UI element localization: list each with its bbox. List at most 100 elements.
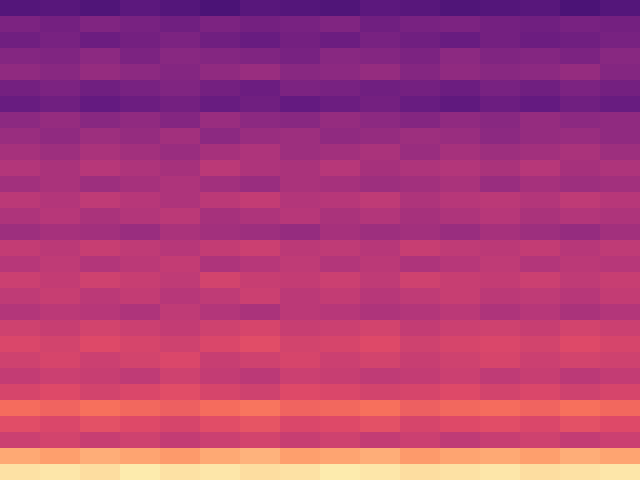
heatmap-cell — [520, 464, 561, 480]
heatmap-cell — [280, 80, 321, 97]
heatmap-cell — [360, 352, 401, 369]
heatmap-cell — [40, 96, 81, 113]
heatmap-cell — [400, 96, 441, 113]
heatmap-cell — [160, 368, 201, 385]
heatmap-cell — [280, 112, 321, 129]
heatmap-cell — [480, 0, 521, 17]
heatmap-cell — [360, 400, 401, 417]
heatmap-cell — [80, 352, 121, 369]
heatmap-cell — [280, 144, 321, 161]
heatmap-cell — [40, 464, 81, 480]
heatmap-cell — [600, 112, 640, 129]
heatmap-cell — [400, 224, 441, 241]
heatmap-cell — [240, 400, 281, 417]
heatmap-cell — [560, 256, 601, 273]
heatmap-cell — [0, 64, 41, 81]
heatmap-cell — [240, 352, 281, 369]
heatmap-cell — [440, 64, 481, 81]
heatmap-cell — [600, 0, 640, 17]
heatmap-cell — [240, 176, 281, 193]
heatmap-cell — [80, 208, 121, 225]
heatmap-cell — [600, 208, 640, 225]
heatmap-cell — [40, 128, 81, 145]
heatmap-cell — [120, 176, 161, 193]
heatmap-cell — [360, 448, 401, 465]
heatmap-cell — [360, 256, 401, 273]
heatmap-cell — [360, 240, 401, 257]
heatmap-cell — [80, 432, 121, 449]
heatmap-cell — [360, 32, 401, 49]
heatmap-cell — [520, 48, 561, 65]
heatmap-cell — [360, 48, 401, 65]
heatmap-cell — [440, 96, 481, 113]
heatmap-cell — [120, 240, 161, 257]
heatmap-cell — [560, 432, 601, 449]
heatmap-cell — [600, 464, 640, 480]
heatmap-cell — [200, 80, 241, 97]
heatmap-cell — [520, 64, 561, 81]
heatmap-cell — [600, 64, 640, 81]
heatmap-cell — [520, 112, 561, 129]
heatmap-cell — [40, 304, 81, 321]
heatmap-cell — [320, 96, 361, 113]
heatmap-chart — [0, 0, 640, 480]
heatmap-cell — [520, 320, 561, 337]
heatmap-cell — [0, 240, 41, 257]
heatmap-cell — [440, 448, 481, 465]
heatmap-cell — [0, 448, 41, 465]
heatmap-cell — [320, 208, 361, 225]
heatmap-cell — [440, 144, 481, 161]
heatmap-cell — [480, 224, 521, 241]
heatmap-cell — [320, 240, 361, 257]
heatmap-cell — [560, 112, 601, 129]
heatmap-cell — [280, 64, 321, 81]
heatmap-cell — [400, 448, 441, 465]
heatmap-cell — [160, 272, 201, 289]
heatmap-cell — [600, 320, 640, 337]
heatmap-cell — [40, 336, 81, 353]
heatmap-cell — [200, 96, 241, 113]
heatmap-cell — [520, 432, 561, 449]
heatmap-cell — [40, 32, 81, 49]
heatmap-cell — [400, 336, 441, 353]
heatmap-cell — [240, 208, 281, 225]
heatmap-cell — [400, 432, 441, 449]
heatmap-cell — [600, 32, 640, 49]
heatmap-cell — [520, 336, 561, 353]
heatmap-cell — [120, 304, 161, 321]
heatmap-cell — [360, 144, 401, 161]
heatmap-cell — [200, 32, 241, 49]
heatmap-cell — [360, 160, 401, 177]
heatmap-cell — [560, 352, 601, 369]
heatmap-cell — [520, 368, 561, 385]
heatmap-cell — [200, 16, 241, 33]
heatmap-cell — [240, 0, 281, 17]
heatmap-cell — [0, 400, 41, 417]
heatmap-cell — [40, 448, 81, 465]
heatmap-cell — [440, 256, 481, 273]
heatmap-cell — [40, 352, 81, 369]
heatmap-cell — [80, 80, 121, 97]
heatmap-cell — [80, 224, 121, 241]
heatmap-cell — [200, 208, 241, 225]
heatmap-cell — [80, 144, 121, 161]
heatmap-cell — [80, 288, 121, 305]
heatmap-cell — [200, 0, 241, 17]
heatmap-cell — [200, 352, 241, 369]
heatmap-cell — [520, 208, 561, 225]
heatmap-cell — [240, 192, 281, 209]
heatmap-cell — [40, 160, 81, 177]
heatmap-cell — [400, 256, 441, 273]
heatmap-cell — [440, 80, 481, 97]
heatmap-cell — [320, 224, 361, 241]
heatmap-cell — [120, 336, 161, 353]
heatmap-cell — [360, 368, 401, 385]
heatmap-cell — [480, 176, 521, 193]
heatmap-cell — [560, 64, 601, 81]
heatmap-cell — [160, 288, 201, 305]
heatmap-cell — [600, 224, 640, 241]
heatmap-cell — [80, 400, 121, 417]
heatmap-cell — [160, 352, 201, 369]
heatmap-cell — [560, 272, 601, 289]
heatmap-cell — [480, 400, 521, 417]
